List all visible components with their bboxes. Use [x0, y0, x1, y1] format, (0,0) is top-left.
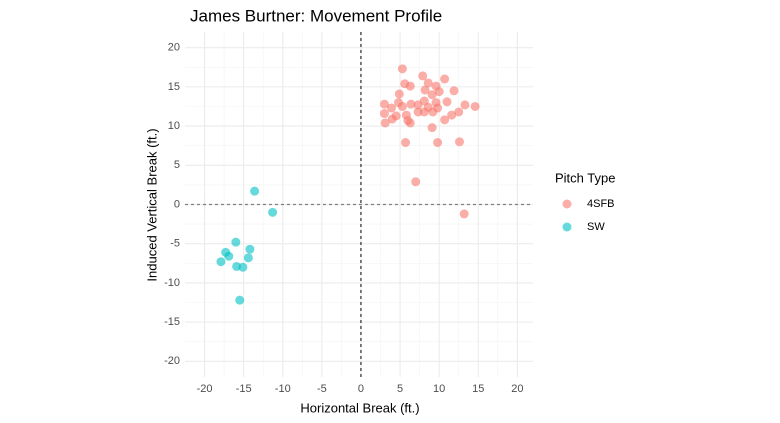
point [470, 101, 480, 111]
chart-title: James Burtner: Movement Profile [190, 6, 442, 25]
y-tick-label: -5 [170, 238, 180, 250]
point [231, 237, 241, 247]
point [268, 207, 278, 217]
x-axis-title: Horizontal Break (ft.) [300, 400, 419, 415]
point [413, 100, 423, 110]
point [420, 85, 430, 95]
y-tick-label: 10 [168, 120, 180, 132]
point [434, 87, 444, 97]
point [245, 244, 255, 254]
legend-key [562, 199, 572, 209]
point [440, 115, 450, 125]
point [447, 110, 457, 120]
point [427, 90, 437, 100]
y-tick-label: 5 [174, 159, 180, 171]
x-tick-label: -5 [317, 383, 327, 395]
y-tick-label: -20 [164, 355, 180, 367]
point [427, 123, 437, 133]
point [400, 79, 410, 89]
point [397, 101, 407, 111]
x-tick-label: 0 [358, 383, 364, 395]
point [397, 64, 407, 74]
point [401, 138, 411, 148]
y-tick-label: 15 [168, 81, 180, 93]
point [454, 107, 464, 117]
point [406, 99, 416, 109]
point [442, 97, 452, 107]
point [405, 118, 415, 128]
y-tick-label: 0 [174, 198, 180, 210]
point [216, 257, 226, 267]
point [411, 177, 421, 187]
point [440, 74, 450, 84]
point [460, 100, 470, 110]
legend-label: SW [587, 221, 605, 233]
x-tick-label: -10 [275, 383, 291, 395]
point [418, 71, 428, 81]
point [394, 89, 404, 99]
y-tick-label: 20 [168, 42, 180, 54]
y-tick-label: -15 [164, 316, 180, 328]
x-tick-label: 10 [433, 383, 445, 395]
point [449, 86, 459, 96]
point [380, 118, 390, 128]
point [413, 107, 423, 117]
x-tick-label: 15 [472, 383, 484, 395]
y-axis-title: Induced Vertical Break (ft.) [144, 128, 159, 281]
point [386, 103, 396, 113]
legend-title: Pitch Type [555, 170, 615, 185]
point [379, 99, 389, 109]
legend-key [562, 222, 572, 232]
x-tick-label: -15 [236, 383, 252, 395]
point [224, 251, 234, 261]
point [379, 109, 389, 119]
point [433, 138, 443, 148]
point [238, 262, 248, 272]
y-tick-label: -10 [164, 277, 180, 289]
x-tick-label: 20 [511, 383, 523, 395]
x-tick-label: 5 [397, 383, 403, 395]
point [454, 137, 464, 147]
point [428, 107, 438, 117]
legend-label: 4SFB [587, 198, 615, 210]
point [243, 253, 253, 263]
point [250, 186, 260, 196]
point [387, 114, 397, 124]
point [419, 107, 429, 117]
point [235, 295, 245, 305]
x-tick-label: -20 [197, 383, 213, 395]
point [423, 78, 433, 88]
point [459, 209, 469, 219]
